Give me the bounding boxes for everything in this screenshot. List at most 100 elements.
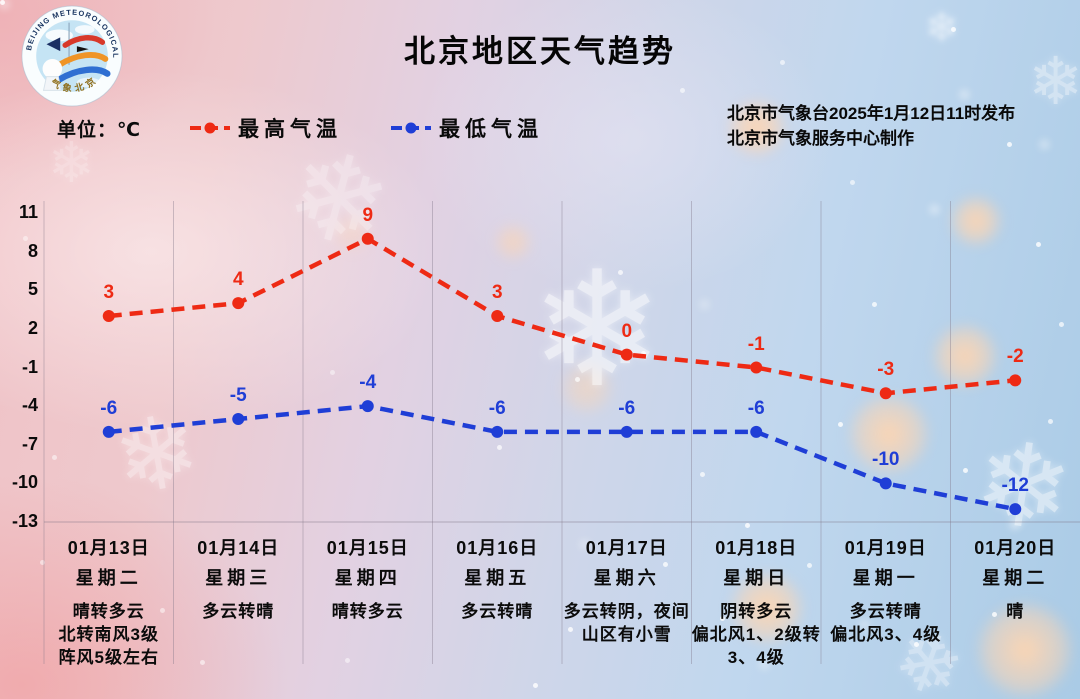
max-temp-line xyxy=(108,236,1016,396)
publisher-line1: 北京市气象台2025年1月12日11时发布 xyxy=(727,104,1016,123)
max-temp-point xyxy=(361,232,374,245)
max-temp-point xyxy=(102,310,115,322)
publisher-line2: 北京市气象服务中心制作 xyxy=(727,129,914,148)
max-temp-point xyxy=(879,387,892,400)
weekday-label: 星期六 xyxy=(593,568,660,588)
min-temp-value-label: -12 xyxy=(1001,475,1029,497)
min-temp-value-label: -4 xyxy=(359,372,377,394)
max-temp-value-label: -1 xyxy=(747,333,765,355)
weekday-label: 星期一 xyxy=(852,568,919,588)
min-temp-line-swatch xyxy=(391,122,432,134)
y-tick-label: -10 xyxy=(11,472,38,493)
min-temp-point xyxy=(1009,503,1022,516)
y-tick-label: -4 xyxy=(21,395,38,416)
bokeh-light xyxy=(848,394,930,474)
min-temp-line xyxy=(108,403,1016,512)
weekday-label: 星期三 xyxy=(205,568,272,588)
date-label: 01月20日 xyxy=(974,538,1057,558)
date-label: 01月17日 xyxy=(585,538,668,558)
max-temp-value-label: 3 xyxy=(103,282,115,303)
max-temp-point xyxy=(232,297,245,310)
max-temp-value-label: 9 xyxy=(362,204,374,226)
max-temp-value-label: 4 xyxy=(232,269,244,291)
y-tick-label: 8 xyxy=(27,240,38,261)
weather-label: 3、4级 xyxy=(727,648,785,667)
page-title: 北京地区天气趋势 xyxy=(404,34,676,69)
snowflake-icon: ❄ xyxy=(1028,44,1080,118)
min-temp-value-label: -6 xyxy=(488,397,506,419)
bokeh-light xyxy=(932,324,998,388)
min-temp-point xyxy=(361,400,374,413)
bokeh-light xyxy=(494,224,532,260)
legend-item-min-temp: 最低气温 xyxy=(390,113,543,143)
date-label: 01月13日 xyxy=(67,538,150,558)
legend-row: 单位：℃ 最高气温 最低气温 xyxy=(57,113,543,143)
y-tick-label: -1 xyxy=(21,356,38,377)
legend-max-label: 最高气温 xyxy=(238,118,343,141)
weekday-label: 星期日 xyxy=(723,568,790,588)
weather-label: 阵风5级左右 xyxy=(58,648,159,667)
weather-label: 晴转多云 xyxy=(331,602,404,621)
date-label: 01月19日 xyxy=(844,538,927,558)
weekday-label: 星期二 xyxy=(982,568,1049,588)
bokeh-light xyxy=(730,572,804,644)
bokeh-light xyxy=(728,100,786,156)
beijing-meteorological-service-logo: BEIJING METEOROLOGICAL SERVICE 气象北京 xyxy=(20,4,123,107)
bokeh-light xyxy=(560,362,614,414)
date-label: 01月16日 xyxy=(456,538,539,558)
date-label: 01月18日 xyxy=(715,538,798,558)
y-tick-label: 2 xyxy=(27,317,38,338)
weekday-label: 星期二 xyxy=(75,568,142,588)
weekday-label: 星期四 xyxy=(334,568,401,588)
weather-label: 多云转晴 xyxy=(849,602,922,621)
weather-label: 北转南风3级 xyxy=(58,625,159,644)
y-tick-label: -13 xyxy=(11,511,38,531)
unit-label: 单位：℃ xyxy=(57,119,142,141)
min-temp-value-label: -6 xyxy=(618,397,636,419)
weekday-label: 星期五 xyxy=(464,568,531,588)
max-temp-point xyxy=(1009,374,1022,387)
min-temp-point xyxy=(491,425,504,438)
weather-label: 晴转多云 xyxy=(72,602,145,621)
weather-label: 多云转晴 xyxy=(461,602,534,621)
snowflake-icon: ❄ xyxy=(530,240,665,419)
snowflake-icon: ❄ xyxy=(48,131,95,194)
min-temp-value-label: -5 xyxy=(229,385,247,406)
weather-label: 偏北风1、2级转 xyxy=(691,625,821,644)
min-temp-value-label: -10 xyxy=(872,449,900,471)
min-temp-value-label: -6 xyxy=(100,397,118,419)
weather-label: 晴 xyxy=(1006,602,1025,621)
weather-label: 阴转多云 xyxy=(720,602,793,621)
max-temp-point xyxy=(491,310,504,322)
weather-label: 山区有小雪 xyxy=(581,625,672,644)
snowflake-icon: ❄ xyxy=(925,6,959,50)
date-label: 01月14日 xyxy=(197,538,280,558)
y-tick-label: 11 xyxy=(18,202,38,222)
max-temp-value-label: 3 xyxy=(491,282,503,303)
min-temp-point xyxy=(102,425,115,438)
bokeh-light xyxy=(976,602,1074,698)
weather-label: 偏北风3、4级 xyxy=(830,625,942,644)
min-temp-value-label: -6 xyxy=(747,397,765,419)
y-tick-label: 5 xyxy=(27,279,38,300)
bokeh-light xyxy=(950,196,1002,246)
max-temp-value-label: -3 xyxy=(877,359,895,381)
legend-min-label: 最低气温 xyxy=(439,118,544,141)
date-label: 01月15日 xyxy=(326,538,409,558)
max-temp-value-label: -2 xyxy=(1006,346,1024,368)
weather-label: 多云转晴 xyxy=(202,602,275,621)
max-temp-point xyxy=(620,348,633,361)
max-temp-point xyxy=(750,361,763,374)
y-tick-label: -7 xyxy=(21,433,38,454)
weather-label: 多云转阴，夜间 xyxy=(563,602,690,621)
min-temp-point xyxy=(750,425,763,438)
legend-item-max-temp: 最高气温 xyxy=(189,113,342,143)
publisher-info: 北京市气象台2025年1月12日11时发布 北京市气象服务中心制作 xyxy=(727,101,1015,151)
max-temp-line-swatch xyxy=(190,122,231,134)
min-temp-point xyxy=(232,413,245,425)
min-temp-point xyxy=(620,425,633,438)
min-temp-point xyxy=(879,477,892,490)
snow-dots-soft xyxy=(0,0,9,9)
